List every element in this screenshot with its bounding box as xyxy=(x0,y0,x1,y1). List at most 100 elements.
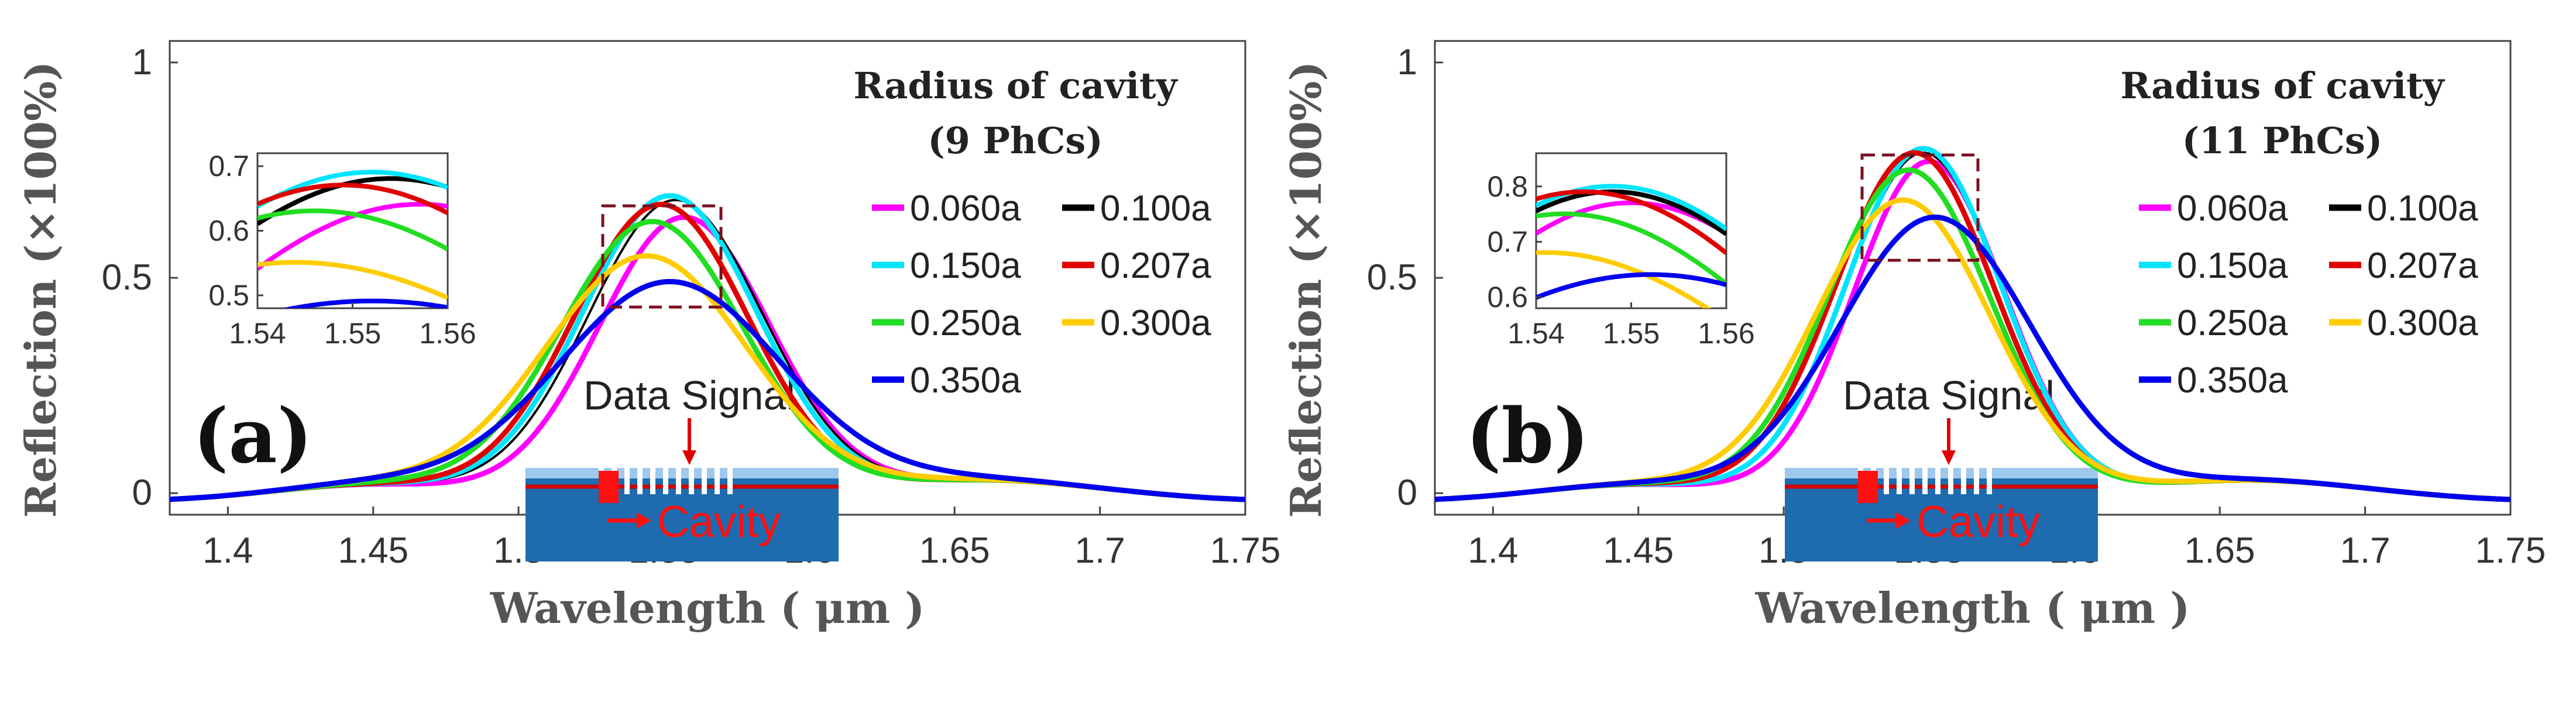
x-tick-label: 1.75 xyxy=(2475,530,2546,571)
x-tick-label: 1.7 xyxy=(1075,530,1125,571)
inset-series-line-0.100a xyxy=(257,176,448,226)
chart-panel-a: 1.41.451.51.551.61.651.71.7500.51Wavelen… xyxy=(16,40,1281,633)
panel-label: (a) xyxy=(193,392,312,480)
legend-entry-label: 0.150a xyxy=(910,246,1021,286)
x-tick-label: 1.45 xyxy=(1603,530,1674,571)
inset-series-line-0.350a xyxy=(1536,272,1726,300)
legend-entry-label: 0.350a xyxy=(2177,360,2288,401)
y-tick-label: 0.5 xyxy=(102,257,152,298)
x-axis-label: Wavelength ( μm ) xyxy=(490,583,925,633)
inset-y-tick-label: 0.6 xyxy=(1487,281,1528,314)
cavity-arrowhead xyxy=(637,512,651,529)
cavity-schematic: Data Signal Cavity xyxy=(1785,373,2098,561)
cavity-label: Cavity xyxy=(657,497,781,547)
data-signal-label: Data Signal xyxy=(1843,373,2055,418)
legend-entry-label: 0.150a xyxy=(2177,246,2288,286)
phc-hole xyxy=(1948,468,1953,494)
x-tick-label: 1.65 xyxy=(919,530,990,571)
waveguide-top-edge xyxy=(525,468,839,478)
legend-entry-label: 0.060a xyxy=(910,188,1021,229)
phc-hole xyxy=(650,468,655,494)
legend-title: Radius of cavity xyxy=(2120,64,2445,107)
inset-series-line-0.300a xyxy=(1536,250,1712,308)
x-tick-label: 1.7 xyxy=(2340,530,2390,571)
data-signal-label: Data Signal xyxy=(583,373,795,418)
phc-hole xyxy=(1922,468,1928,494)
inset-x-tick-label: 1.54 xyxy=(1507,317,1564,350)
inset-y-tick-label: 0.5 xyxy=(208,279,249,312)
y-tick-label: 0 xyxy=(1397,473,1417,513)
legend-entry-label: 0.300a xyxy=(1100,303,1211,343)
series-line-0.350a xyxy=(169,279,1246,502)
inset-series-line-0.350a xyxy=(281,298,448,308)
inset-x-tick-label: 1.54 xyxy=(229,317,286,350)
legend: Radius of cavity (9 PhCs) 0.060a 0.100a 0.15… xyxy=(853,64,1211,401)
y-tick-label: 1 xyxy=(1397,42,1417,82)
legend-entry-label: 0.100a xyxy=(1100,188,1211,229)
legend-entry-label: 0.060a xyxy=(2177,188,2288,229)
inset-series-line-0.250a xyxy=(1536,211,1726,286)
phc-hole xyxy=(715,468,720,494)
inset-y-tick-label: 0.7 xyxy=(208,150,249,182)
phc-hole xyxy=(1884,468,1889,494)
inset-series-line-0.300a xyxy=(257,260,448,300)
inset-series-line-0.100a xyxy=(1536,189,1726,236)
inset-y-tick-label: 0.6 xyxy=(208,215,249,247)
waveguide-block xyxy=(525,468,839,561)
data-signal-arrowhead xyxy=(682,450,696,465)
zoom-region-box xyxy=(601,204,723,309)
cavity-schematic: Data Signal Cavity xyxy=(525,373,839,561)
inset-x-tick-label: 1.55 xyxy=(324,317,381,350)
inset-x-tick-label: 1.55 xyxy=(1603,317,1660,350)
waveguide-block xyxy=(1785,468,2098,561)
waveguide-top-edge xyxy=(1785,468,2098,478)
y-axis-label: Reflection (×100%) xyxy=(1281,61,1331,518)
legend-subtitle: (11 PhCs) xyxy=(2182,119,2382,162)
cavity-mark xyxy=(599,471,619,503)
y-tick-label: 1 xyxy=(132,42,152,82)
y-tick-label: 0.5 xyxy=(1367,257,1417,298)
phc-hole xyxy=(689,468,694,494)
inset-series-line-0.250a xyxy=(257,208,448,252)
inset-x-tick-label: 1.56 xyxy=(419,317,476,350)
phc-hole xyxy=(637,468,643,494)
y-axis-label: Reflection (×100%) xyxy=(16,61,66,518)
cavity-label: Cavity xyxy=(1916,497,2040,547)
legend-entry-label: 0.350a xyxy=(910,360,1021,401)
x-tick-label: 1.45 xyxy=(338,530,408,571)
x-axis-label: Wavelength ( μm ) xyxy=(1755,583,2190,633)
legend-entry-label: 0.300a xyxy=(2367,303,2478,343)
chart-panel-b: 1.41.451.51.551.61.651.71.7500.51Wavelen… xyxy=(1281,40,2546,633)
phc-hole xyxy=(1974,468,1979,494)
phc-hole xyxy=(663,468,668,494)
legend-entry-label: 0.100a xyxy=(2367,188,2478,229)
series-line-0.350a xyxy=(1434,214,2511,502)
phc-hole xyxy=(1909,468,1915,494)
legend-entry-label: 0.207a xyxy=(1100,246,1211,286)
x-tick-label: 1.4 xyxy=(202,530,253,571)
phc-hole xyxy=(1987,468,1992,494)
zoom-region-box xyxy=(1860,153,1980,262)
y-tick-label: 0 xyxy=(132,473,152,513)
inset-series-line-0.207a xyxy=(257,182,448,215)
phc-hole xyxy=(1935,468,1940,494)
x-tick-label: 1.4 xyxy=(1468,530,1518,571)
cavity-arrowhead xyxy=(1896,512,1911,529)
inset-y-tick-label: 0.8 xyxy=(1487,170,1528,203)
x-tick-label: 1.65 xyxy=(2185,530,2255,571)
panel-label: (b) xyxy=(1466,392,1589,480)
data-signal-arrowhead xyxy=(1942,450,1956,465)
legend: Radius of cavity (11 PhCs) 0.060a 0.100a 0.1… xyxy=(2120,64,2478,401)
phc-hole xyxy=(1961,468,1966,494)
x-tick-label: 1.75 xyxy=(1210,530,1281,571)
phc-hole xyxy=(727,468,733,494)
phc-hole xyxy=(676,468,681,494)
inset-y-tick-label: 0.7 xyxy=(1487,225,1528,258)
legend-title: Radius of cavity xyxy=(853,64,1178,107)
phc-hole xyxy=(1897,468,1902,494)
phc-hole xyxy=(702,468,707,494)
legend-entry-label: 0.250a xyxy=(2177,303,2288,343)
legend-subtitle: (9 PhCs) xyxy=(928,119,1102,162)
inset-plot: 1.54 1.55 1.56 0.6 0.7 0.8 xyxy=(1487,152,1755,350)
